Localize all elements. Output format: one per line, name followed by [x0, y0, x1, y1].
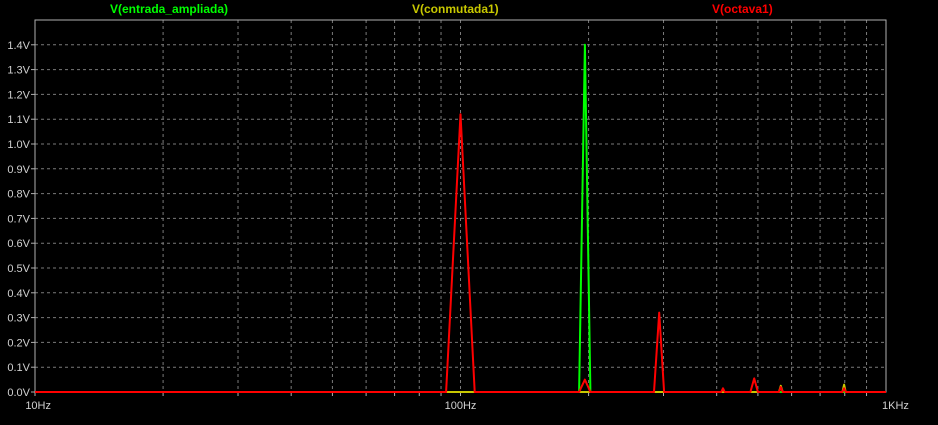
y-tick-label: 0.9V [7, 164, 30, 176]
y-tick-label: 1.4V [7, 40, 30, 52]
y-tick-label: 0.0V [7, 387, 30, 399]
legend-entry-1: V(conmutada1) [412, 2, 499, 16]
legend-entry-0: V(entrada_ampliada) [110, 2, 229, 16]
y-tick-label: 0.4V [7, 288, 30, 300]
x-tick-label: 100Hz [445, 400, 477, 412]
legend-entry-2: V(octava1) [712, 2, 773, 16]
x-tick-label: 1KHz [882, 400, 909, 412]
series-line-2 [35, 113, 886, 393]
y-tick-label: 0.5V [7, 263, 30, 275]
y-tick-label: 0.2V [7, 337, 30, 349]
y-tick-label: 1.0V [7, 139, 30, 151]
y-tick-label: 0.8V [7, 189, 30, 201]
x-tick-label: 10Hz [25, 400, 51, 412]
y-tick-label: 0.7V [7, 213, 30, 225]
y-tick-label: 0.1V [7, 362, 30, 374]
y-tick-label: 1.3V [7, 65, 30, 77]
y-tick-label: 1.2V [7, 89, 30, 101]
y-tick-label: 1.1V [7, 114, 30, 126]
y-tick-label: 0.6V [7, 238, 30, 250]
y-tick-label: 0.3V [7, 313, 30, 325]
